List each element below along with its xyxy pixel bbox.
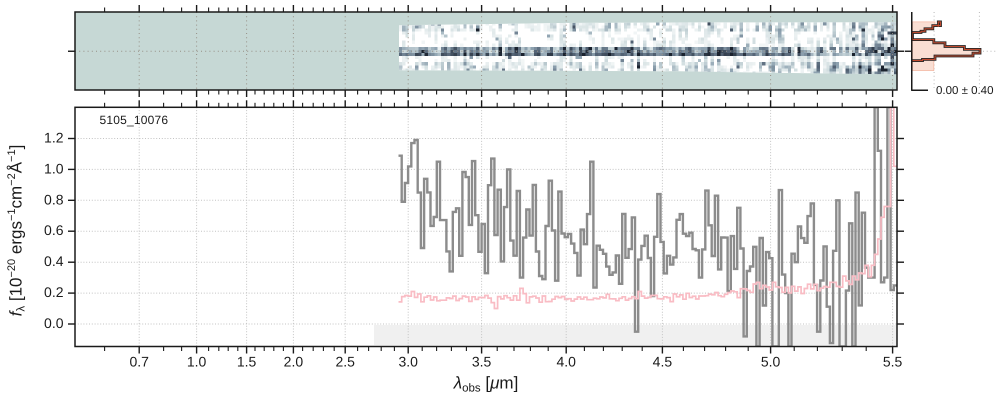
svg-text:0.4: 0.4 bbox=[44, 253, 64, 269]
svg-text:4.0: 4.0 bbox=[556, 354, 576, 370]
svg-text:2.5: 2.5 bbox=[335, 354, 355, 370]
svg-text:1.0: 1.0 bbox=[187, 354, 207, 370]
svg-text:0.8: 0.8 bbox=[44, 191, 64, 207]
svg-text:2.0: 2.0 bbox=[284, 354, 304, 370]
svg-text:0.7: 0.7 bbox=[129, 354, 149, 370]
svg-text:4.5: 4.5 bbox=[653, 354, 673, 370]
svg-text:1.0: 1.0 bbox=[44, 160, 64, 176]
svg-text:3.0: 3.0 bbox=[398, 354, 418, 370]
svg-text:0.6: 0.6 bbox=[44, 222, 64, 238]
svg-text:0.2: 0.2 bbox=[44, 284, 64, 300]
svg-text:0.00 ± 0.40: 0.00 ± 0.40 bbox=[936, 85, 993, 97]
svg-text:fλ [10−20 ergs−1cm−2Å−1]: fλ [10−20 ergs−1cm−2Å−1] bbox=[6, 145, 28, 317]
svg-text:5.0: 5.0 bbox=[761, 354, 781, 370]
svg-text:0.0: 0.0 bbox=[44, 315, 64, 331]
svg-text:5.5: 5.5 bbox=[883, 354, 903, 370]
svg-text:1.2: 1.2 bbox=[44, 130, 64, 146]
svg-text:3.5: 3.5 bbox=[472, 354, 492, 370]
svg-text:5105_10076: 5105_10076 bbox=[100, 113, 169, 127]
svg-text:1.5: 1.5 bbox=[237, 354, 257, 370]
